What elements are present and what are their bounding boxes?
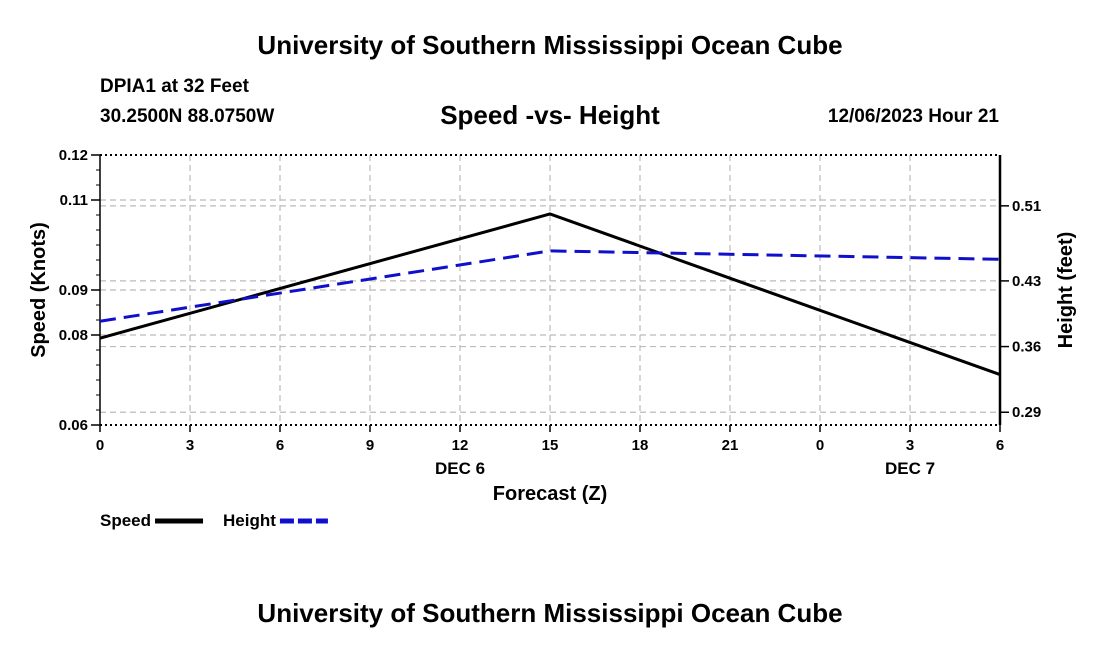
y-axis-title: Speed (Knots) (28, 222, 50, 358)
x-axis-tick-label: 3 (186, 437, 194, 454)
y2-axis-tick-label: 0.29 (1012, 404, 1041, 421)
x-axis-tick-label: 15 (542, 437, 559, 454)
y2-axis-title: Height (feet) (1055, 232, 1077, 349)
y2-axis-tick-label: 0.36 (1012, 339, 1041, 356)
x-axis-title: Forecast (Z) (493, 483, 607, 505)
x-axis-tick-label: 6 (276, 437, 284, 454)
y-axis-tick-label: 0.11 (60, 192, 88, 209)
y-axis-tick-label: 0.08 (59, 327, 88, 344)
x-axis-date-label: DEC 6 (435, 459, 485, 478)
x-axis-tick-label: 6 (996, 437, 1004, 454)
x-axis-tick-label: 9 (366, 437, 374, 454)
x-axis-tick-label: 0 (816, 437, 824, 454)
chart-subtitle: Speed -vs- Height (440, 100, 660, 130)
x-axis-tick-label: 0 (96, 437, 104, 454)
y2-axis-tick-label: 0.51 (1012, 198, 1041, 215)
station-label: DPIA1 at 32 Feet (100, 76, 249, 97)
x-axis-date-label: DEC 7 (885, 459, 935, 478)
y-axis-tick-label: 0.06 (59, 417, 88, 434)
x-axis-tick-label: 3 (906, 437, 914, 454)
forecast-datetime: 12/06/2023 Hour 21 (827, 106, 999, 127)
y2-axis-tick-label: 0.43 (1012, 273, 1041, 290)
x-axis-tick-label: 21 (722, 437, 739, 454)
chart-title: University of Southern Mississippi Ocean… (257, 30, 843, 60)
y-axis-tick-label: 0.12 (59, 147, 88, 164)
station-coordinates: 30.2500N 88.0750W (100, 106, 275, 127)
legend-label: Height (223, 511, 276, 530)
legend-label: Speed (100, 511, 151, 530)
y-axis-tick-label: 0.09 (59, 282, 88, 299)
series-line-height (99, 249, 1001, 323)
x-axis-tick-label: 18 (632, 437, 649, 454)
x-axis-tick-label: 12 (452, 437, 469, 454)
footer-title: University of Southern Mississippi Ocean… (257, 598, 843, 628)
